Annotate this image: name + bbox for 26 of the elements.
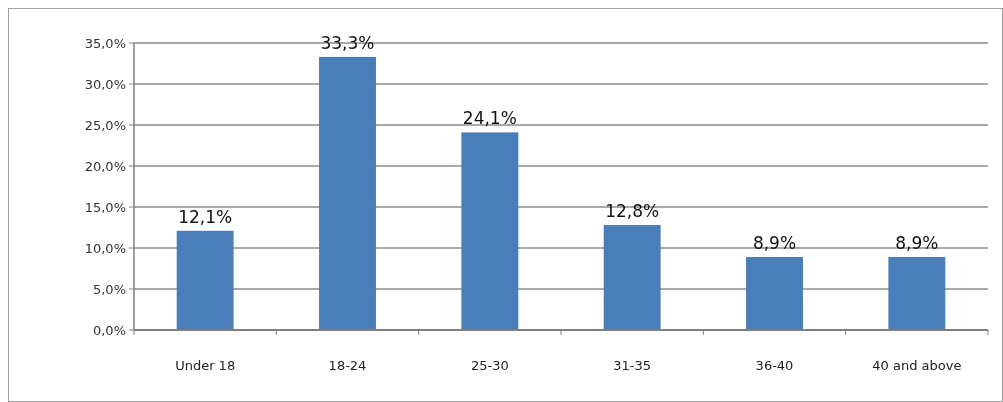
bar bbox=[176, 230, 234, 330]
y-tick-label: 15,0% bbox=[84, 199, 126, 215]
y-tick-label: 20,0% bbox=[84, 158, 126, 174]
y-tick-label: 30,0% bbox=[84, 76, 126, 92]
y-tick-label: 0,0% bbox=[92, 322, 126, 338]
x-tick-label: Under 18 bbox=[175, 358, 236, 373]
x-tick-label: 40 and above bbox=[872, 358, 962, 373]
bar bbox=[461, 132, 519, 330]
x-tick-label: 31-35 bbox=[613, 358, 652, 373]
bar bbox=[746, 257, 803, 330]
data-label: 8,9% bbox=[752, 233, 797, 254]
y-tick-label: 10,0% bbox=[84, 240, 126, 256]
y-tick-label: 5,0% bbox=[92, 281, 126, 297]
x-tick-label: 36-40 bbox=[755, 358, 794, 373]
y-tick-label: 35,0% bbox=[84, 35, 126, 51]
bar bbox=[888, 257, 946, 330]
data-label: 12,1% bbox=[178, 206, 233, 227]
bar bbox=[603, 225, 661, 330]
data-label: 12,8% bbox=[605, 201, 660, 222]
x-tick-label: 25-30 bbox=[470, 358, 509, 373]
data-label: 8,9% bbox=[895, 233, 939, 254]
x-tick-label: 18-24 bbox=[328, 358, 367, 373]
data-label: 33,3% bbox=[320, 32, 375, 53]
data-label: 24,1% bbox=[462, 108, 517, 129]
bar bbox=[319, 56, 376, 330]
y-tick-label: 25,0% bbox=[84, 117, 126, 133]
